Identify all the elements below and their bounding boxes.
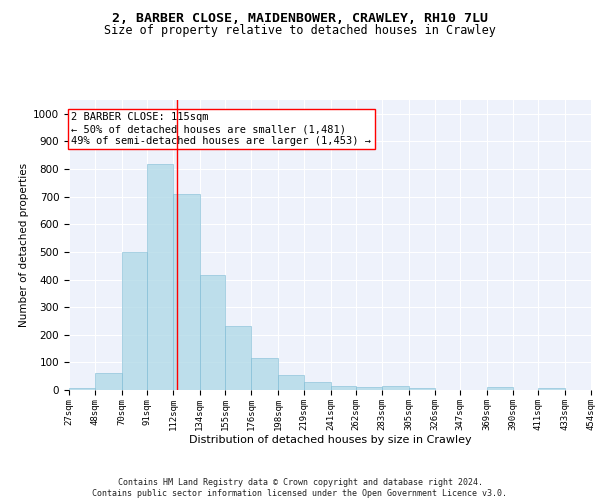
Bar bbox=[356, 387, 382, 390]
Text: Size of property relative to detached houses in Crawley: Size of property relative to detached ho… bbox=[104, 24, 496, 37]
Bar bbox=[95, 374, 122, 390]
Text: 2, BARBER CLOSE, MAIDENBOWER, CRAWLEY, RH10 7LU: 2, BARBER CLOSE, MAIDENBOWER, CRAWLEY, R… bbox=[112, 12, 488, 26]
Bar bbox=[331, 386, 356, 390]
Bar bbox=[173, 194, 200, 390]
Bar bbox=[69, 388, 95, 390]
Text: Contains HM Land Registry data © Crown copyright and database right 2024.
Contai: Contains HM Land Registry data © Crown c… bbox=[92, 478, 508, 498]
Y-axis label: Number of detached properties: Number of detached properties bbox=[19, 163, 29, 327]
Bar bbox=[122, 252, 147, 390]
X-axis label: Distribution of detached houses by size in Crawley: Distribution of detached houses by size … bbox=[188, 436, 472, 446]
Bar bbox=[251, 358, 278, 390]
Bar bbox=[487, 387, 513, 390]
Bar bbox=[278, 375, 304, 390]
Text: 2 BARBER CLOSE: 115sqm
← 50% of detached houses are smaller (1,481)
49% of semi-: 2 BARBER CLOSE: 115sqm ← 50% of detached… bbox=[71, 112, 371, 146]
Bar bbox=[382, 386, 409, 390]
Bar bbox=[304, 382, 331, 390]
Bar bbox=[226, 326, 251, 390]
Bar bbox=[147, 164, 173, 390]
Bar bbox=[538, 388, 565, 390]
Bar bbox=[200, 276, 226, 390]
Bar bbox=[409, 388, 434, 390]
